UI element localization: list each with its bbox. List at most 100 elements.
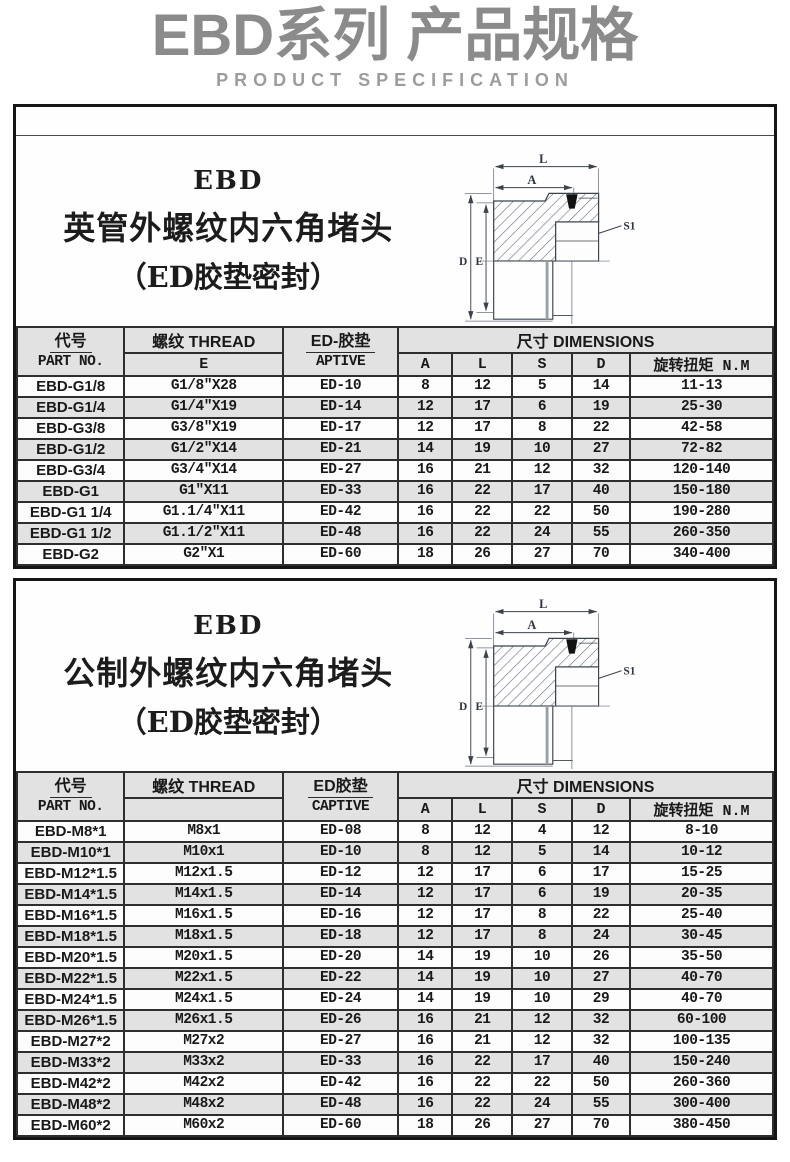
- spec-cell: 27: [570, 437, 632, 461]
- spec-cell: M12x1.5: [123, 861, 285, 885]
- dim-label-a: A: [528, 173, 537, 187]
- part-no-cell: EBD-G1 1/2: [15, 521, 126, 545]
- spec-cell: 21: [451, 1008, 514, 1032]
- cross-section-diagram: L A D E S1: [459, 152, 636, 324]
- spec-cell: 12: [396, 861, 454, 885]
- table-row: EBD-G1 G1″X11 ED-33 16 22 17 40 150-180: [15, 479, 774, 503]
- spec-cell: 22: [511, 500, 573, 524]
- spec-cell: ED-17: [282, 416, 399, 440]
- spec-cell: 40: [570, 479, 632, 503]
- series-name: EBD: [193, 610, 264, 641]
- spec-cell: ED-16: [282, 903, 399, 927]
- spec-cell: 10: [511, 945, 573, 969]
- col-subheader-d: D: [570, 351, 632, 377]
- spec-cell: 19: [451, 987, 514, 1011]
- table-row: EBD-M12*1.5 M12x1.5 ED-12 12 17 6 17 15-25: [15, 861, 774, 885]
- spec-cell: 50: [570, 1071, 632, 1095]
- spec-cell: 26: [570, 945, 632, 969]
- spec-cell: 16: [396, 521, 454, 545]
- spec-cell: M60x2: [123, 1113, 285, 1137]
- part-no-cell: EBD-M22*1.5: [15, 966, 126, 990]
- col-subheader-torque: 旋转扭矩 N.M: [629, 796, 774, 822]
- spec-cell: 120-140: [629, 458, 774, 482]
- spec-cell: G1/8″X28: [123, 374, 285, 398]
- col-header-thread: 螺纹 THREAD: [123, 325, 285, 354]
- page-title: EBD系列 产品规格: [151, 3, 639, 68]
- spec-cell: ED-08: [282, 819, 399, 843]
- spec-cell: 27: [511, 542, 573, 566]
- table-row: EBD-M48*2 M48x2 ED-48 16 22 24 55 300-400: [15, 1092, 774, 1116]
- spec-cell: M24x1.5: [123, 987, 285, 1011]
- spec-cell: 8: [396, 374, 454, 398]
- part-no-cell: EBD-M14*1.5: [15, 882, 126, 906]
- part-no-cell: EBD-G1/2: [15, 437, 126, 461]
- part-no-cell: EBD-M60*2: [15, 1113, 126, 1137]
- spec-cell: 60-100: [629, 1008, 774, 1032]
- spec-cell: 22: [511, 1071, 573, 1095]
- part-no-cell: EBD-M10*1: [15, 840, 126, 864]
- dim-label-l: L: [540, 152, 548, 166]
- spec-cell: 5: [511, 840, 573, 864]
- part-no-en-label: PART NO.: [37, 798, 104, 815]
- spec-cell: ED-42: [282, 1071, 399, 1095]
- spec-cell: 12: [451, 374, 514, 398]
- spec-cell: M26x1.5: [123, 1008, 285, 1032]
- spec-cell: 10-12: [629, 840, 774, 864]
- part-no-cell: EBD-M48*2: [15, 1092, 126, 1116]
- spec-cell: ED-48: [282, 521, 399, 545]
- spec-cell: 20-35: [629, 882, 774, 906]
- spec-cell: 14: [396, 945, 454, 969]
- spec-cell: 22: [451, 500, 514, 524]
- part-no-cell: EBD-M16*1.5: [15, 903, 126, 927]
- spec-cell: ED-14: [282, 882, 399, 906]
- spec-cell: 26: [451, 1113, 514, 1137]
- spec-cell: ED-20: [282, 945, 399, 969]
- part-no-cell: EBD-G1/4: [15, 395, 126, 419]
- spec-cell: M18x1.5: [123, 924, 285, 948]
- table-row: EBD-M8*1 M8x1 ED-08 8 12 4 12 8-10: [15, 819, 774, 843]
- spec-cell: 32: [570, 1029, 632, 1053]
- spec-cell: M33x2: [123, 1050, 285, 1074]
- spec-cell: 340-400: [629, 542, 774, 566]
- spec-cell: 16: [396, 1029, 454, 1053]
- spec-cell: 190-280: [629, 500, 774, 524]
- spec-cell: M48x2: [123, 1092, 285, 1116]
- part-no-cell: EBD-M26*1.5: [15, 1008, 126, 1032]
- table-row: EBD-M27*2 M27x2 ED-27 16 21 12 32 100-135: [15, 1029, 774, 1053]
- table-row: EBD-M26*1.5 M26x1.5 ED-26 16 21 12 32 60-100: [15, 1008, 774, 1032]
- spec-cell: G3/8″X19: [123, 416, 285, 440]
- spec-cell: ED-60: [282, 1113, 399, 1137]
- spec-cell: 24: [570, 924, 632, 948]
- spec-table-metric: 代号 PART NO. 螺纹 THREAD ED胶垫 CAPTIVE 尺寸 DI…: [15, 770, 774, 1137]
- spec-cell: 18: [396, 542, 454, 566]
- seal-zh-label: ED-胶垫: [305, 333, 376, 353]
- spec-box-bsp: EBD 英管外螺纹内六角堵头 （ED胶垫密封）: [13, 103, 777, 569]
- part-no-cell: EBD-M27*2: [15, 1029, 126, 1053]
- spec-cell: 30-45: [629, 924, 774, 948]
- spec-cell: M16x1.5: [123, 903, 285, 927]
- spec-cell: 8: [511, 924, 573, 948]
- spec-cell: 12: [570, 819, 632, 843]
- col-subheader-l: L: [451, 351, 514, 377]
- part-no-cell: EBD-M42*2: [15, 1071, 126, 1095]
- spec-cell: 22: [451, 521, 514, 545]
- spec-cell: 22: [451, 479, 514, 503]
- spec-cell: 26: [451, 542, 514, 566]
- col-subheader-a: A: [396, 796, 454, 822]
- col-header-seal: ED胶垫 CAPTIVE: [282, 770, 399, 822]
- part-no-cell: EBD-G1 1/4: [15, 500, 126, 524]
- product-seal-note: （ED胶垫密封）: [117, 259, 339, 294]
- col-header-part-no: 代号 PART NO.: [15, 770, 126, 822]
- table-row: EBD-M20*1.5 M20x1.5 ED-20 14 19 10 26 35-50: [15, 945, 774, 969]
- dim-label-d: D: [459, 701, 467, 713]
- col-header-dimensions: 尺寸 DIMENSIONS: [397, 770, 774, 799]
- spec-cell: M20x1.5: [123, 945, 285, 969]
- spec-cell: M14x1.5: [123, 882, 285, 906]
- spec-cell: 100-135: [629, 1029, 774, 1053]
- col-subheader-thread-size: [123, 796, 285, 822]
- dim-label-a: A: [528, 618, 537, 632]
- part-no-cell: EBD-G3/4: [15, 458, 126, 482]
- spec-cell: 12: [396, 395, 454, 419]
- table-row: EBD-G1 1/4 G1.1/4″X11 ED-42 16 22 22 50 190-280: [15, 500, 774, 524]
- spec-cell: G1.1/4″X11: [123, 500, 285, 524]
